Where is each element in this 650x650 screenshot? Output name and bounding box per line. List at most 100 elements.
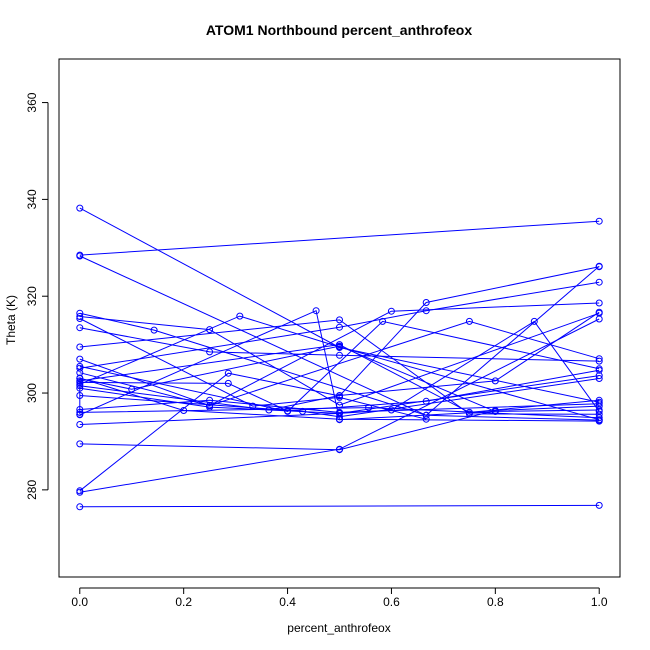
data-point xyxy=(76,377,84,385)
series-line-9 xyxy=(79,312,600,406)
data-point xyxy=(206,396,214,404)
series-line-23 xyxy=(79,320,600,425)
data-point xyxy=(76,411,84,419)
data-point xyxy=(336,351,343,359)
x-tick-label: 0.0 xyxy=(71,595,88,609)
series-line-12 xyxy=(79,319,600,415)
data-point xyxy=(206,348,214,356)
y-tick-label: 340 xyxy=(25,189,39,209)
data-point xyxy=(76,313,84,320)
data-point xyxy=(422,307,430,315)
x-axis-label: percent_anthrofeox xyxy=(287,621,390,635)
data-point xyxy=(336,316,343,324)
series-line-28 xyxy=(79,344,600,413)
data-point xyxy=(76,343,84,351)
series-line-26 xyxy=(79,315,600,421)
series-line-8 xyxy=(79,312,600,421)
data-point xyxy=(387,406,395,414)
data-point xyxy=(236,312,244,320)
data-point xyxy=(76,252,84,260)
series-line-21 xyxy=(79,407,600,419)
data-point xyxy=(491,407,499,415)
series-layer xyxy=(76,204,603,511)
data-point xyxy=(76,440,84,448)
data-point xyxy=(365,404,373,412)
x-axis: 0.0 0.2 0.4 0.6 0.8 1.0 xyxy=(71,587,608,609)
plot-frame xyxy=(58,58,621,578)
data-point xyxy=(387,307,395,315)
data-point xyxy=(224,379,232,387)
series-line-14 xyxy=(79,281,600,369)
data-point xyxy=(76,315,84,322)
data-point xyxy=(491,377,499,385)
data-point xyxy=(595,263,603,271)
data-point xyxy=(76,204,84,212)
data-point xyxy=(336,408,343,416)
data-point xyxy=(465,408,473,416)
series-line-3 xyxy=(79,405,600,451)
data-point xyxy=(595,396,603,404)
data-point xyxy=(595,278,603,286)
data-point xyxy=(76,324,84,332)
series-line-25 xyxy=(79,399,600,413)
data-point xyxy=(595,355,603,363)
data-point xyxy=(595,407,603,415)
data-point xyxy=(76,406,84,413)
data-point xyxy=(76,384,84,392)
data-point xyxy=(336,323,343,331)
x-tick-label: 1.0 xyxy=(591,595,608,609)
data-point xyxy=(76,380,84,388)
data-point xyxy=(76,355,84,363)
y-tick-label: 300 xyxy=(25,383,39,403)
data-point xyxy=(379,317,387,325)
y-axis: 280 300 320 340 360 xyxy=(25,92,49,500)
data-point xyxy=(595,501,603,509)
data-point xyxy=(150,326,158,334)
data-point xyxy=(206,326,214,334)
data-point xyxy=(336,341,343,349)
data-point xyxy=(312,307,320,315)
data-point xyxy=(76,503,84,511)
y-tick-label: 320 xyxy=(25,286,39,306)
data-point xyxy=(76,392,84,399)
data-point xyxy=(284,407,292,415)
data-point xyxy=(336,343,343,351)
series-line-15 xyxy=(79,320,600,407)
data-point xyxy=(595,365,603,373)
series-line-27 xyxy=(79,320,600,412)
data-point xyxy=(422,415,430,423)
data-point xyxy=(422,299,430,306)
x-tick-label: 0.4 xyxy=(279,595,296,609)
data-point xyxy=(336,446,343,454)
data-point xyxy=(595,308,603,316)
series-line-5 xyxy=(79,220,600,256)
data-point xyxy=(76,487,84,495)
x-tick-label: 0.2 xyxy=(175,595,192,609)
series-line-1 xyxy=(79,504,600,508)
y-tick-label: 280 xyxy=(25,480,39,500)
data-point xyxy=(530,317,538,325)
chart-title: ATOM1 Northbound percent_anthrofeox xyxy=(206,22,472,38)
series-line-19 xyxy=(79,375,600,414)
data-point xyxy=(76,364,84,372)
series-line-16 xyxy=(79,345,496,412)
data-point xyxy=(595,299,603,307)
y-tick-label: 360 xyxy=(25,92,39,112)
data-point xyxy=(224,369,232,377)
data-point xyxy=(76,421,84,428)
series-line-22 xyxy=(79,309,600,421)
data-point xyxy=(595,416,603,424)
data-point xyxy=(76,362,84,370)
data-point xyxy=(595,217,603,225)
y-axis-label: Theta (K) xyxy=(4,295,18,345)
data-point xyxy=(465,317,473,325)
data-point xyxy=(336,392,343,400)
x-tick-label: 0.8 xyxy=(487,595,504,609)
data-point xyxy=(595,357,603,365)
data-point xyxy=(595,375,603,382)
data-point xyxy=(76,309,84,317)
series-line-24 xyxy=(79,266,600,492)
